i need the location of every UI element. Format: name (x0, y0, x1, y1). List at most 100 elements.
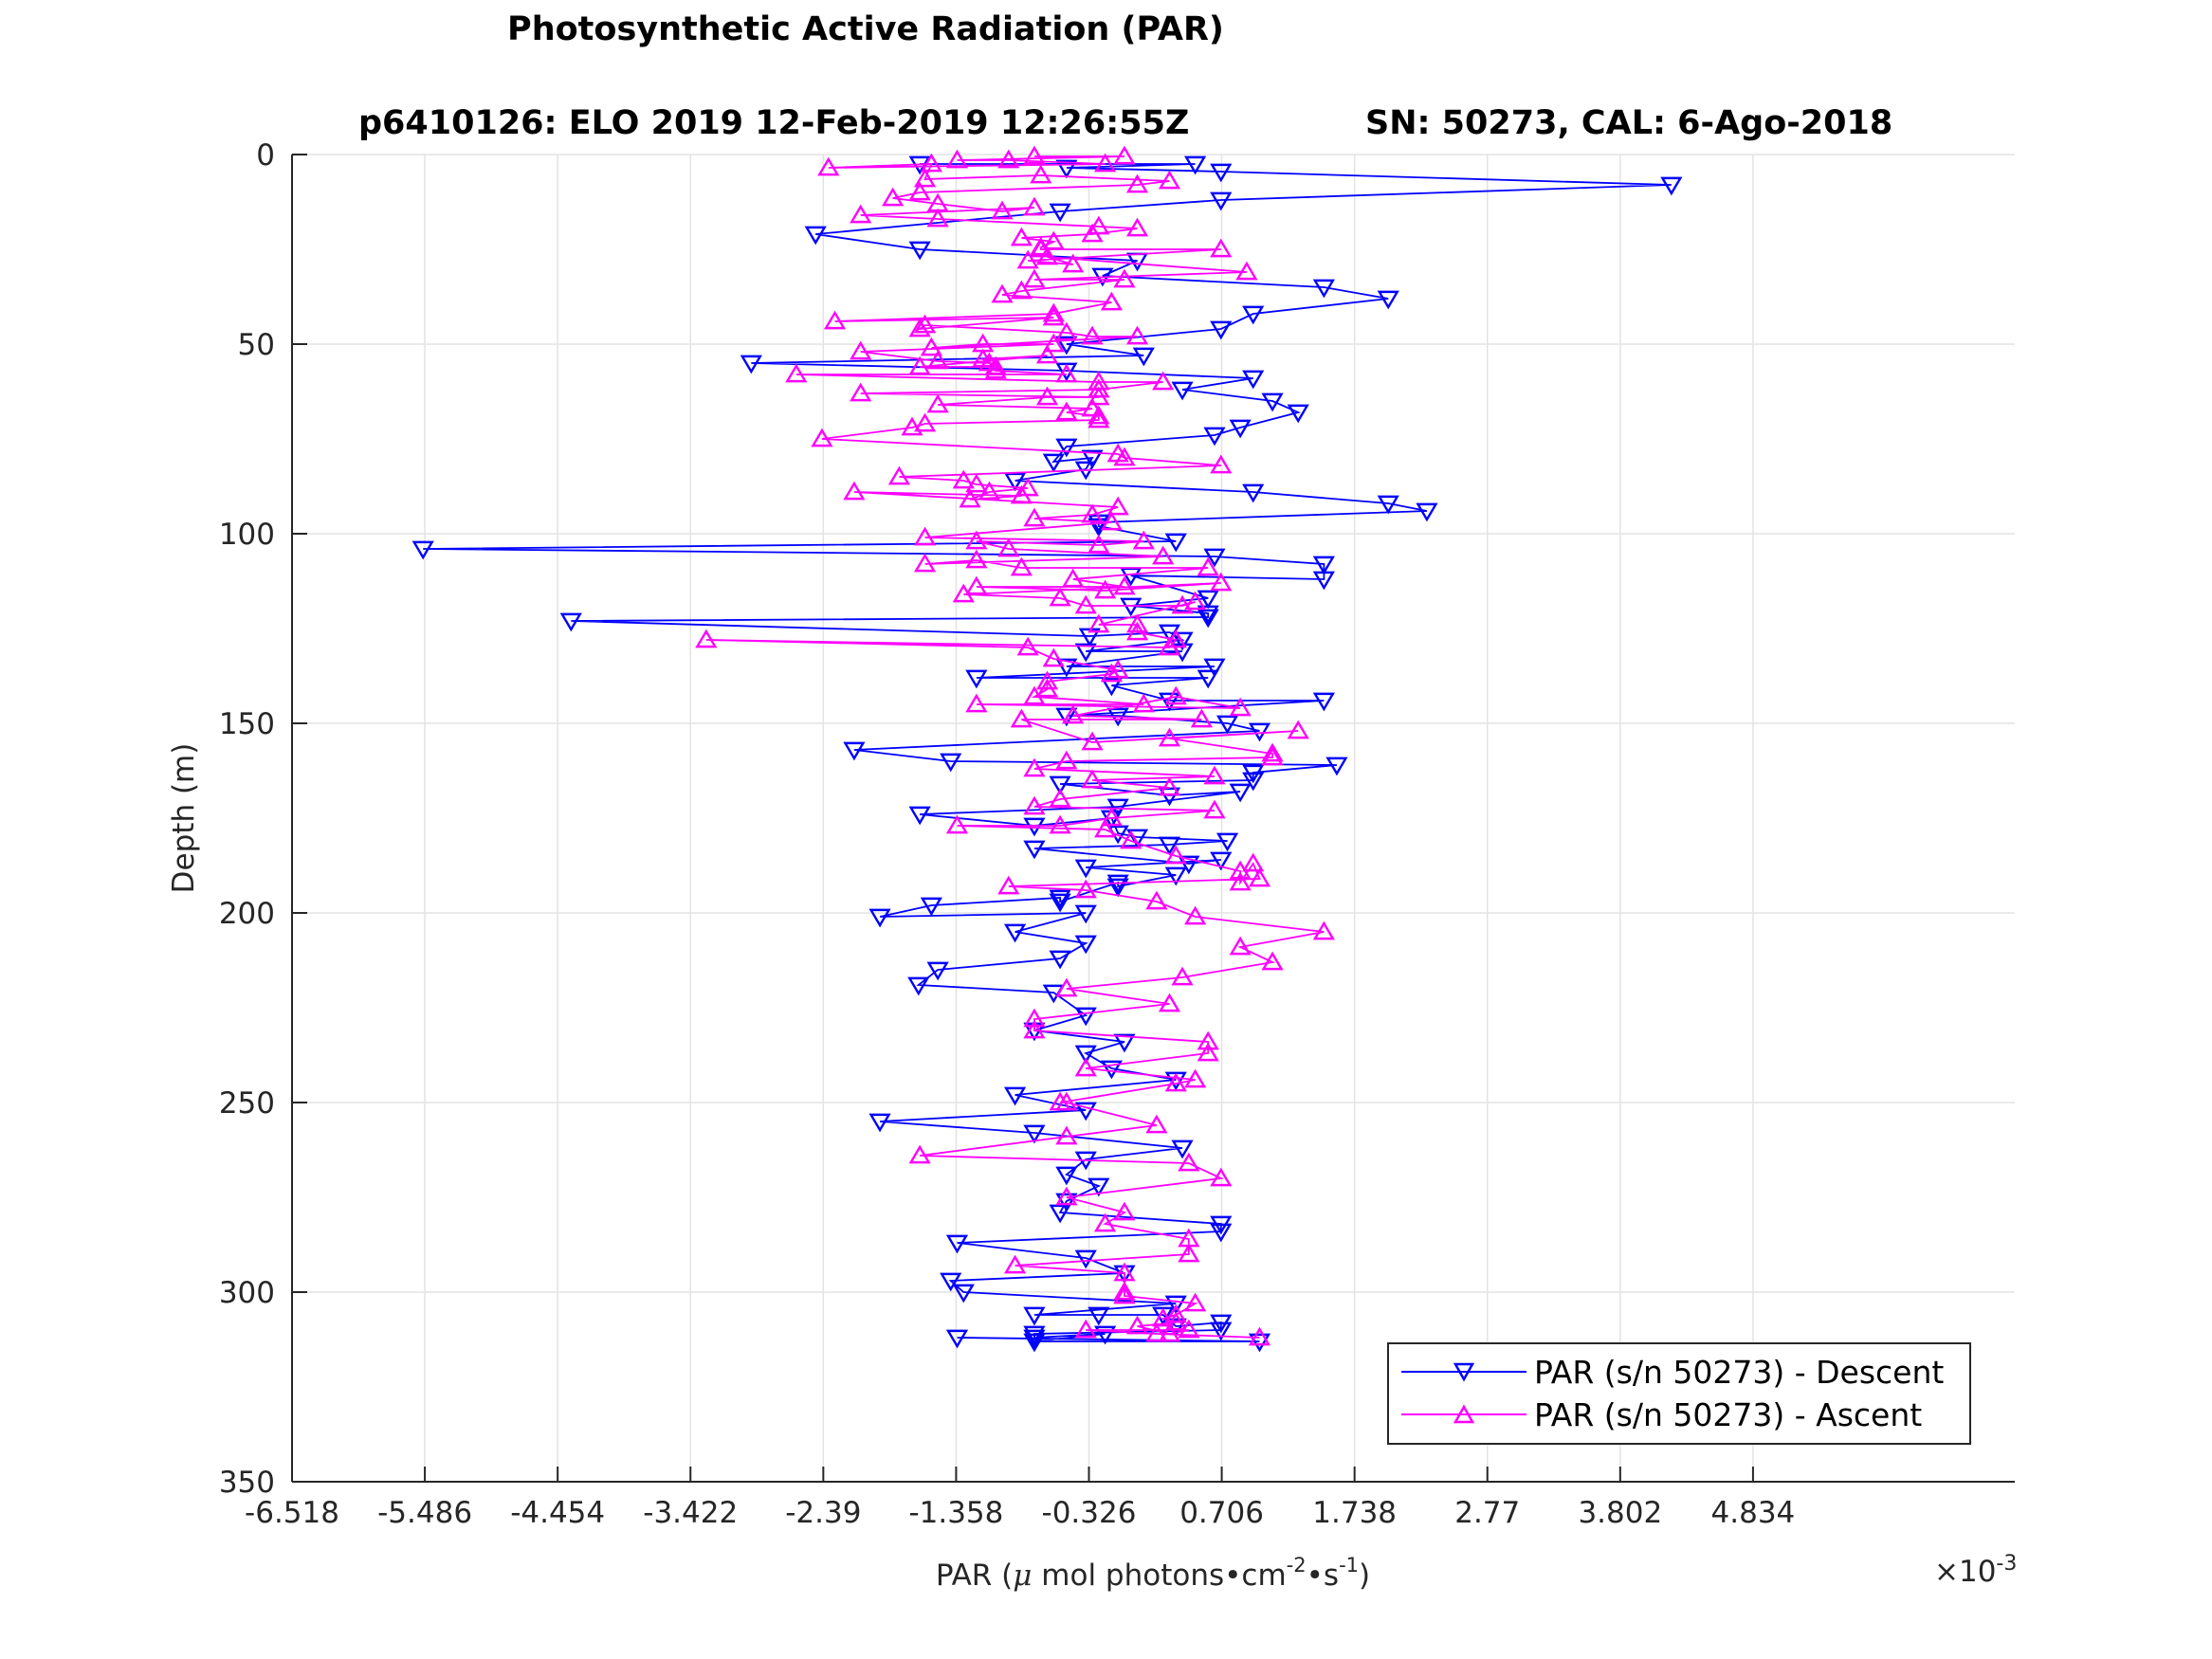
data-point-descent (1377, 495, 1399, 515)
data-point-ascent (926, 350, 949, 370)
data-point-ascent (901, 416, 923, 436)
data-point-ascent (991, 283, 1014, 303)
data-point-ascent (1023, 196, 1046, 216)
y-tick-label: 200 (219, 897, 275, 931)
data-point-ascent (1125, 1315, 1149, 1335)
data-point-ascent (1042, 333, 1065, 353)
data-point-descent (1158, 836, 1181, 856)
data-point-ascent (850, 340, 872, 360)
data-point-descent (1088, 1177, 1110, 1197)
data-point-descent (1312, 279, 1335, 299)
data-point-ascent (1158, 636, 1181, 656)
data-point-descent (1074, 1007, 1097, 1027)
data-point-ascent (1055, 1125, 1078, 1145)
data-point-descent (1203, 427, 1226, 447)
data-point-descent (926, 961, 949, 981)
x-axis-label-sup2: -1 (1339, 1554, 1359, 1577)
data-point-ascent (1074, 879, 1097, 899)
data-point-ascent (1164, 1072, 1187, 1092)
data-point-ascent (1125, 173, 1149, 193)
data-point-ascent (1062, 253, 1085, 273)
data-point-descent (1074, 1045, 1097, 1065)
data-point-ascent (1016, 636, 1039, 656)
data-point-ascent (965, 549, 988, 569)
data-point-ascent (1035, 670, 1059, 690)
data-point-descent (1023, 817, 1046, 837)
data-point-ascent (965, 693, 988, 713)
data-point-ascent (1158, 170, 1181, 190)
legend-marker-descent (1453, 1362, 1475, 1382)
data-point-descent (1171, 631, 1194, 651)
data-point-descent (1074, 1249, 1097, 1269)
data-point-descent (1100, 677, 1123, 697)
data-point-ascent (984, 356, 1007, 375)
data-point-ascent (1184, 1292, 1207, 1312)
series-ascent (695, 145, 1335, 1346)
data-point-ascent (811, 428, 833, 447)
data-point-descent (1216, 715, 1239, 735)
data-point-ascent (913, 553, 937, 573)
data-point-descent (1113, 1033, 1136, 1053)
data-point-descent (1312, 692, 1335, 712)
data-point-ascent (1113, 145, 1136, 165)
data-point-ascent (1062, 704, 1085, 724)
data-point-ascent (1042, 302, 1065, 322)
y-tick-label: 150 (219, 707, 275, 741)
data-point-ascent (1125, 217, 1149, 237)
x-tick-labels: -6.518 -5.486 -4.454 -3.422 -2.39 -1.358 -0.32… (245, 1496, 1795, 1530)
data-point-ascent (1113, 268, 1136, 288)
data-point-descent (1242, 483, 1265, 503)
data-point-ascent (1242, 852, 1265, 872)
chart-subtitle-left: p6410126: ELO 2019 12-Feb-2019 12:26:55Z (358, 104, 1189, 142)
data-point-descent (1210, 1322, 1233, 1341)
data-point-ascent (1049, 788, 1071, 808)
data-point-ascent (1125, 613, 1149, 633)
data-point-ascent (1081, 731, 1104, 751)
data-point-ascent (1055, 1186, 1078, 1206)
data-point-ascent (1164, 629, 1187, 648)
data-point-ascent (1229, 697, 1252, 717)
data-point-descent (1210, 851, 1233, 871)
data-point-ascent (1120, 830, 1143, 849)
data-point-ascent (785, 363, 808, 383)
data-point-ascent (991, 200, 1014, 220)
data-point-descent (1242, 772, 1265, 792)
data-point-ascent (978, 481, 1001, 501)
data-point-descent (1197, 609, 1219, 629)
data-point-ascent (1094, 579, 1117, 599)
data-point-descent (1242, 370, 1265, 390)
data-point-ascent (1042, 230, 1065, 250)
data-point-ascent (1035, 678, 1059, 698)
data-point-ascent (887, 465, 911, 485)
data-point-descent (1074, 904, 1097, 924)
x-axis-multiplier-exp: -3 (1996, 1552, 2017, 1576)
data-point-descent (1055, 438, 1078, 458)
data-point-descent (1164, 533, 1187, 553)
x-axis-label-mu: μ (1013, 1559, 1032, 1593)
data-point-descent (1023, 1329, 1046, 1349)
data-point-ascent (1023, 1019, 1046, 1039)
x-axis-label: PAR (μ mol photons•cm-2•s-1) (936, 1554, 1370, 1593)
chart-subtitle-right: SN: 50273, CAL: 6-Ago-2018 (1365, 104, 1892, 142)
data-point-descent (868, 908, 891, 928)
data-point-ascent (1287, 720, 1309, 739)
series-line-descent (423, 163, 1672, 1342)
data-point-descent (952, 1284, 975, 1304)
data-point-ascent (926, 393, 949, 413)
data-point-ascent (1164, 685, 1187, 705)
data-point-descent (907, 976, 930, 996)
data-point-ascent (1003, 1254, 1027, 1274)
data-point-ascent (997, 875, 1020, 895)
data-point-ascent (1042, 647, 1065, 667)
data-point-ascent (1152, 1307, 1175, 1327)
data-point-ascent (1145, 890, 1168, 910)
data-point-ascent (1158, 776, 1181, 796)
data-point-ascent (1145, 1114, 1168, 1134)
data-point-descent (1184, 155, 1207, 175)
data-point-ascent (1158, 727, 1181, 747)
data-point-ascent (965, 530, 988, 550)
legend-marker-ascent (1453, 1404, 1475, 1424)
data-point-descent (1132, 347, 1155, 367)
data-point-ascent (882, 187, 905, 207)
x-tick-label: 1.738 (1312, 1496, 1397, 1530)
